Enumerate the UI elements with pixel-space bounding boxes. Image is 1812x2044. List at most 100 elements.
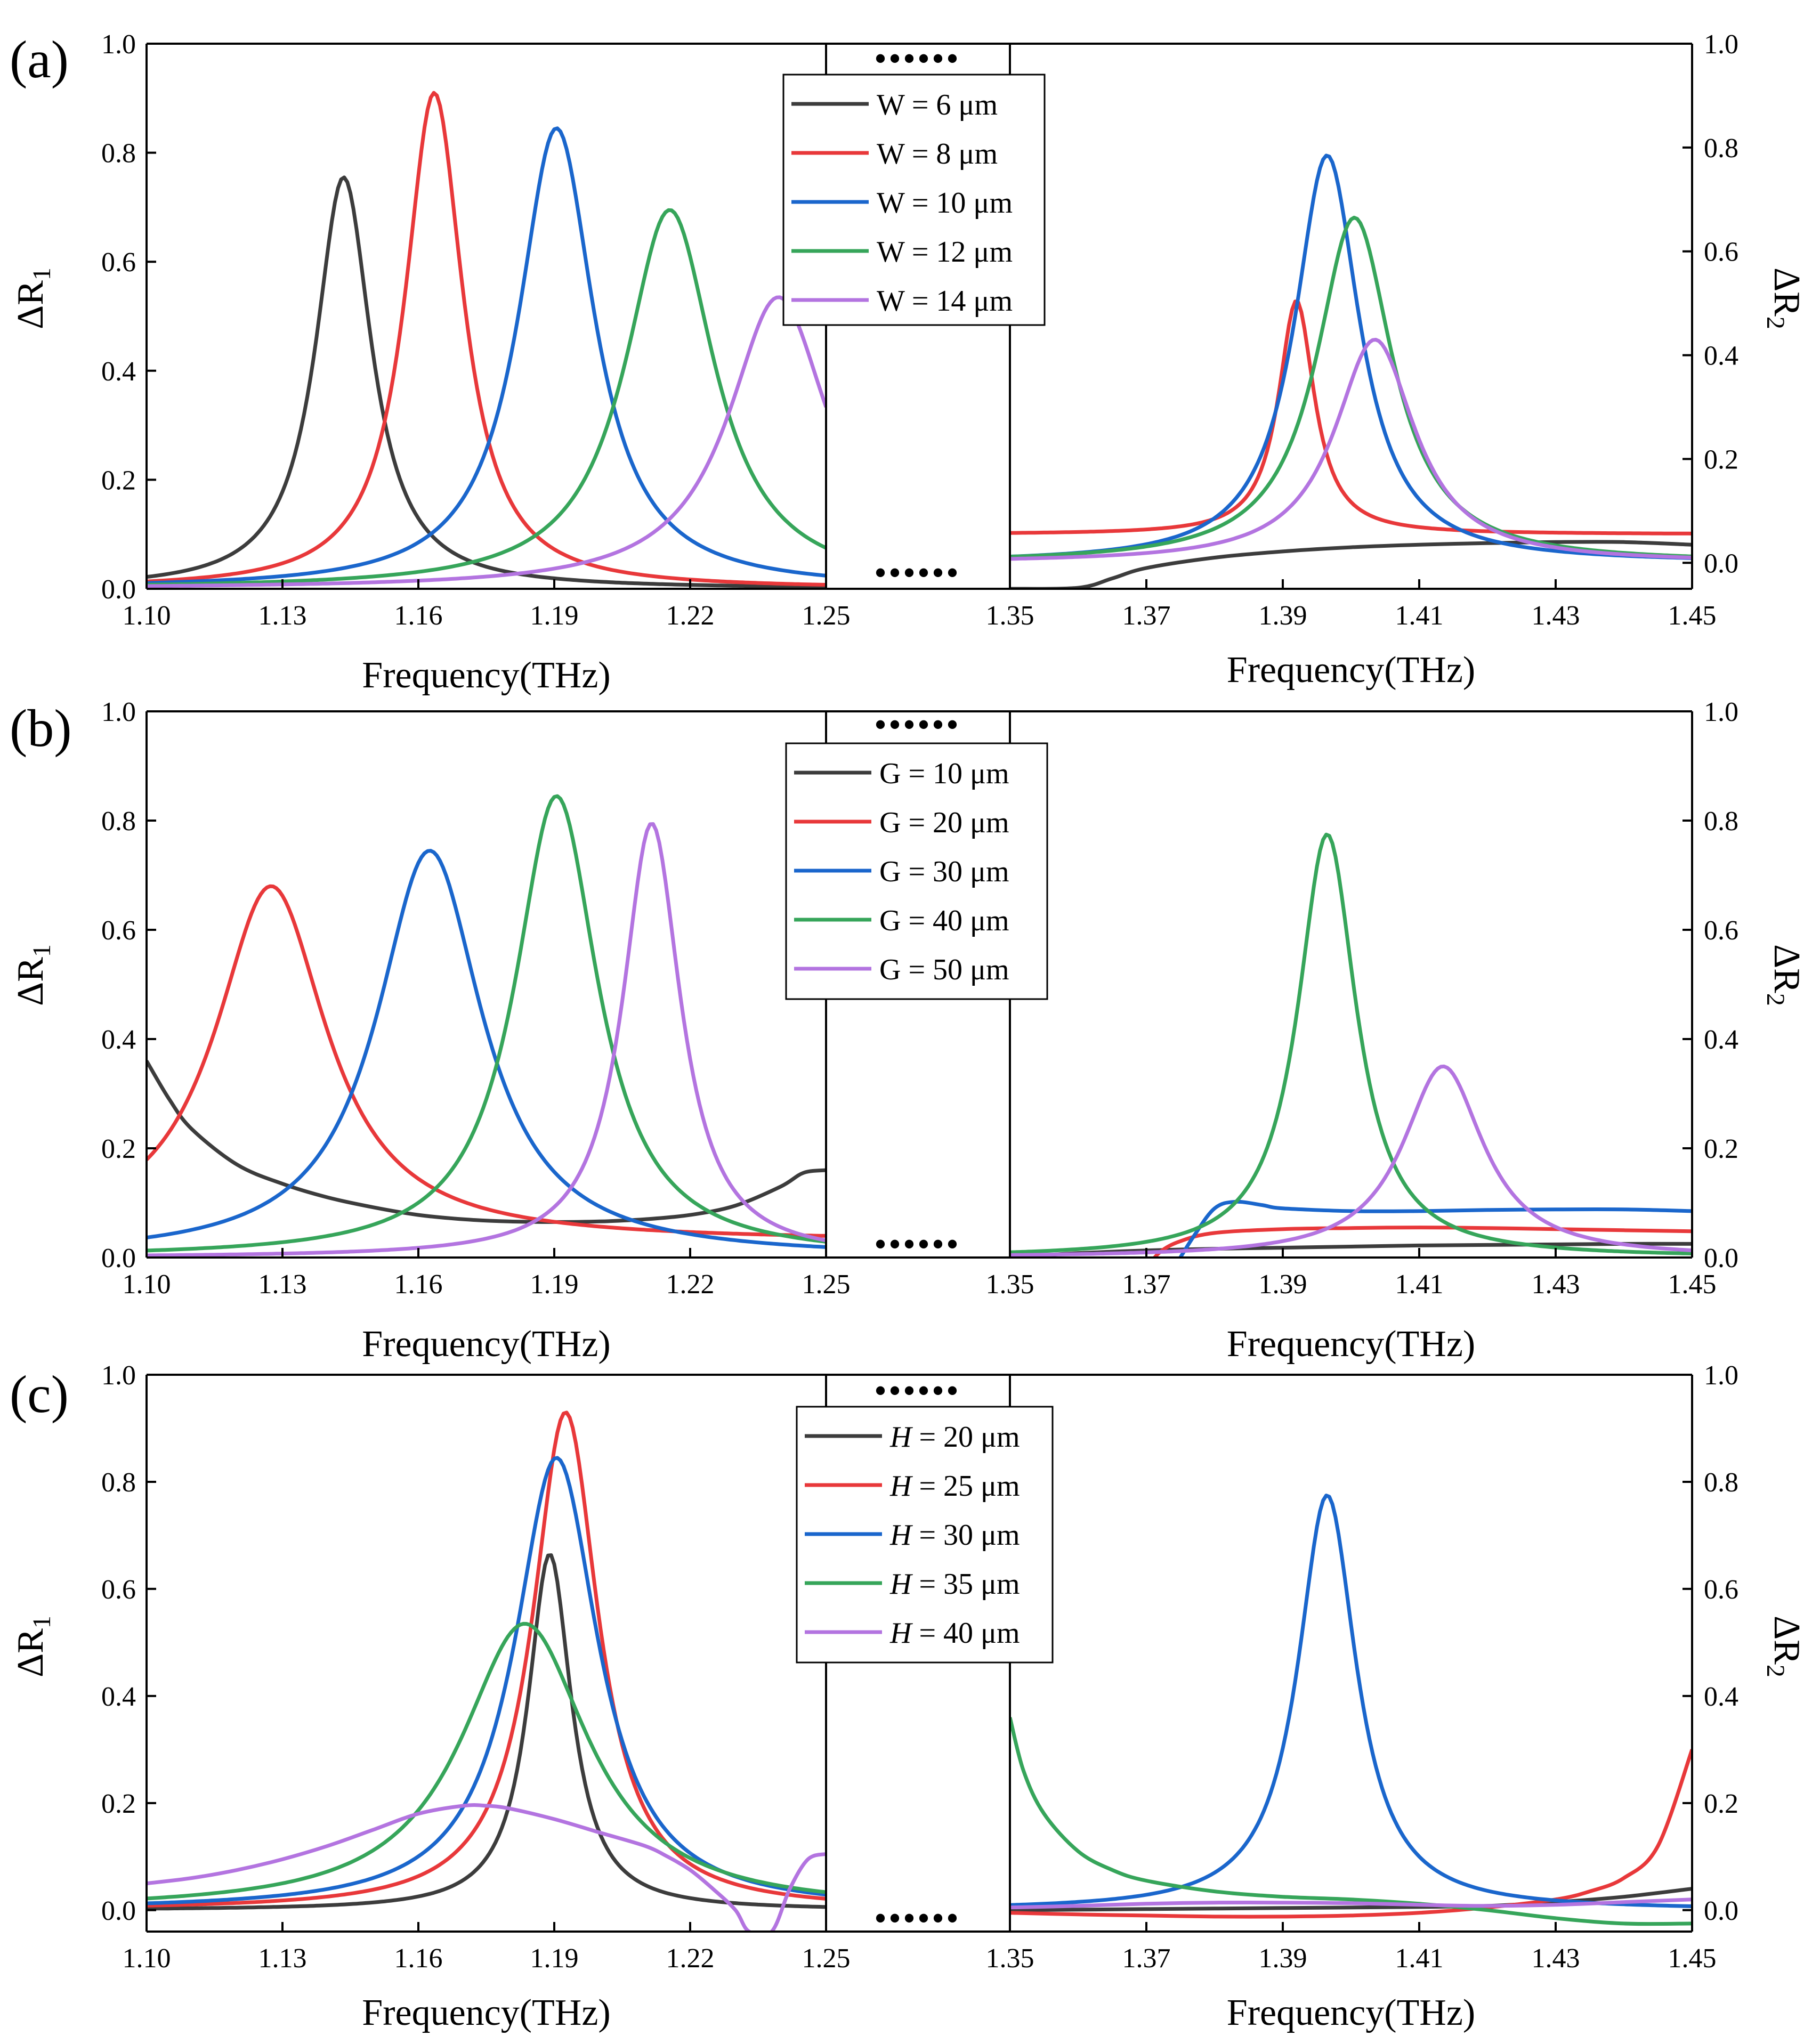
- x-tick-label-left: 1.13: [258, 1269, 307, 1300]
- x-tick-label-right: 1.45: [1668, 601, 1717, 631]
- break-dots-bottom: ••••••: [875, 1227, 961, 1262]
- legend-entry: W = 10 μm: [877, 186, 1013, 220]
- x-tick-label-left: 1.19: [530, 1943, 579, 1974]
- y-tick-label-right: 0.4: [1704, 1025, 1738, 1055]
- series-line-right-2: [1010, 1749, 1692, 1919]
- x-tick-label-right: 1.41: [1395, 1269, 1444, 1300]
- y-tick-label-right: 0.8: [1704, 1467, 1738, 1498]
- x-tick-label-right: 1.35: [986, 1943, 1034, 1974]
- x-tick-label-left: 1.13: [258, 1943, 307, 1974]
- y-tick-label-left: 0.6: [101, 247, 136, 278]
- x-axis-title-right: Frequency(THz): [1227, 1992, 1475, 2033]
- y-tick-label-left: 0.0: [101, 574, 136, 605]
- series-line-right-3: [1010, 1494, 1692, 1908]
- y-tick-label-left: 0.4: [101, 1025, 136, 1055]
- x-tick-label-right: 1.39: [1259, 1943, 1307, 1974]
- x-tick-label-right: 1.41: [1395, 1943, 1444, 1974]
- x-tick-label-left: 1.16: [394, 1943, 443, 1974]
- series-line-left-2: [147, 1410, 826, 1908]
- series-line-left-1: [147, 1060, 826, 1224]
- y-tick-label-right: 0.0: [1704, 548, 1738, 579]
- x-tick-label-right: 1.43: [1532, 1943, 1580, 1974]
- series-line-left-5: [147, 1803, 826, 1932]
- x-tick-label-left: 1.25: [802, 1269, 851, 1300]
- y-axis-title-right: ΔR2: [1761, 267, 1807, 329]
- y-tick-label-left: 0.2: [101, 465, 136, 496]
- break-dots-bottom: ••••••: [875, 555, 961, 590]
- legend-box: [782, 74, 1046, 326]
- x-tick-label-right: 1.35: [986, 1269, 1034, 1300]
- x-tick-label-left: 1.19: [530, 1269, 579, 1300]
- x-tick-label-left: 1.10: [123, 601, 171, 631]
- x-tick-label-right: 1.35: [986, 601, 1034, 631]
- x-tick-label-right: 1.37: [1122, 601, 1171, 631]
- x-axis-title-left: Frequency(THz): [362, 1324, 610, 1365]
- x-tick-label-left: 1.16: [394, 601, 443, 631]
- x-tick-label-right: 1.41: [1395, 601, 1444, 631]
- y-tick-label-left: 0.6: [101, 915, 136, 946]
- x-axis-title-right: Frequency(THz): [1227, 650, 1475, 691]
- legend: W = 6 μm W = 8 μm W = 10 μm W = 12 μm W = 14…: [782, 74, 1046, 326]
- series-line-right-3: [1010, 153, 1692, 560]
- y-tick-label-right: 0.2: [1704, 444, 1738, 475]
- y-tick-label-right: 0.8: [1704, 133, 1738, 164]
- series-line-right-5: [1010, 338, 1692, 561]
- break-dots-top: ••••••: [875, 707, 961, 742]
- series-line-right-2: [1152, 1226, 1692, 1258]
- y-tick-label-right: 1.0: [1704, 697, 1738, 727]
- y-axis-title-left: ΔR1: [10, 267, 56, 329]
- y-tick-label-left: 0.8: [101, 139, 136, 169]
- y-tick-label-right: 0.2: [1704, 1789, 1738, 1819]
- y-tick-label-right: 0.6: [1704, 915, 1738, 946]
- series-line-left-4: [147, 208, 826, 587]
- x-tick-label-right: 1.37: [1122, 1269, 1171, 1300]
- legend: H = 20 μm H = 25 μm H = 30 μm H = 35 μm H = …: [796, 1406, 1054, 1664]
- series-line-left-5: [147, 295, 826, 588]
- series-line-left-2: [147, 884, 826, 1238]
- series-line-right-1: [1010, 1887, 1692, 1912]
- x-tick-label-right: 1.45: [1668, 1269, 1717, 1300]
- y-tick-label-right: 0.0: [1704, 1896, 1738, 1926]
- legend-entry: H = 20 μm: [889, 1421, 1020, 1454]
- break-dots-bottom: ••••••: [875, 1901, 961, 1936]
- panel-label: (c): [10, 1365, 69, 1424]
- series-line-right-4: [1010, 215, 1692, 559]
- series-line-right-1: [1010, 540, 1692, 589]
- x-tick-label-left: 1.25: [802, 1943, 851, 1974]
- panel-b: •••••• •••••• 1.10 1.13 1.16 1.19 1.22 1.25 1.35…: [10, 697, 1807, 1365]
- x-tick-label-left: 1.10: [123, 1943, 171, 1974]
- panel-label: (b): [10, 699, 72, 758]
- y-tick-label-left: 0.8: [101, 1467, 136, 1498]
- series-line-left-1: [147, 1553, 826, 1911]
- y-tick-label-left: 0.2: [101, 1134, 136, 1164]
- legend-entry: W = 8 μm: [877, 137, 998, 171]
- x-tick-label-left: 1.22: [666, 1269, 715, 1300]
- x-axis-title-right: Frequency(THz): [1227, 1324, 1475, 1365]
- series-line-left-3: [147, 126, 826, 585]
- x-tick-label-left: 1.10: [123, 1269, 171, 1300]
- y-axis-title-right: ΔR2: [1761, 944, 1807, 1006]
- legend-entry: H = 30 μm: [889, 1519, 1020, 1552]
- x-tick-label-right: 1.37: [1122, 1943, 1171, 1974]
- series-line-left-4: [147, 794, 826, 1253]
- series-line-left-4: [147, 1621, 826, 1901]
- legend-entry: W = 6 μm: [877, 88, 998, 121]
- x-tick-label-left: 1.16: [394, 1269, 443, 1300]
- legend-entry: G = 30 μm: [879, 855, 1009, 888]
- x-tick-label-left: 1.13: [258, 601, 307, 631]
- x-tick-label-right: 1.43: [1532, 1269, 1580, 1300]
- series-line-right-5: [1010, 1064, 1692, 1257]
- y-tick-label-left: 0.8: [101, 806, 136, 837]
- series-line-right-5: [1010, 1897, 1692, 1910]
- legend-entry: G = 20 μm: [879, 806, 1009, 839]
- y-tick-label-right: 0.4: [1704, 1682, 1738, 1712]
- x-tick-label-right: 1.43: [1532, 601, 1580, 631]
- y-tick-label-right: 1.0: [1704, 29, 1738, 60]
- x-tick-label-left: 1.25: [802, 601, 851, 631]
- legend-entry: H = 35 μm: [889, 1568, 1020, 1601]
- y-axis-title-left: ΔR1: [10, 944, 56, 1006]
- legend-entry: G = 50 μm: [879, 953, 1009, 986]
- y-tick-label-left: 0.4: [101, 356, 136, 387]
- y-tick-label-right: 0.6: [1704, 237, 1738, 267]
